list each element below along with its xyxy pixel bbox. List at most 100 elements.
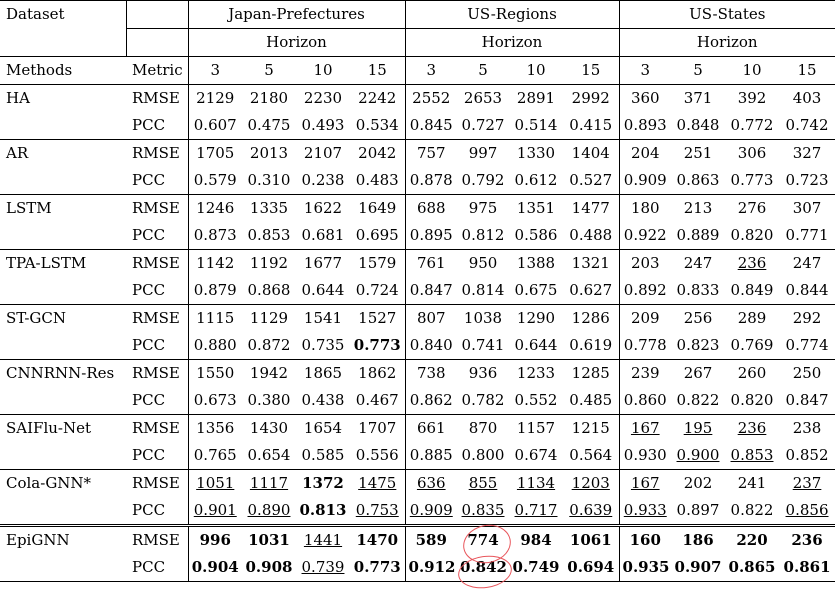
value-text: 1285	[571, 364, 610, 382]
value-cell: 1677	[296, 250, 350, 278]
value-cell: 636	[405, 470, 457, 498]
table-row: ST-GCN RMSE 1115 1129 1541 1527 807 1038 1290 128…	[0, 304, 835, 333]
metric-name: PCC	[126, 167, 189, 195]
value-cell: 0.742	[779, 112, 835, 140]
table-row: PCC 0.673 0.380 0.438 0.467 0.862 0.782 0.552 0.…	[0, 387, 835, 415]
value-text: 870	[468, 419, 498, 437]
horizon-header-cell: 15	[350, 56, 406, 85]
value-text: 0.735	[301, 336, 345, 354]
value-cell: 0.741	[457, 332, 510, 360]
value-cell: 0.880	[188, 332, 242, 360]
value-text: 0.774	[785, 336, 829, 354]
value-cell: 0.845	[405, 112, 458, 140]
value-cell: 2653	[457, 85, 509, 113]
value-cell: 1038	[457, 305, 509, 333]
value-text: 0.310	[247, 171, 291, 189]
value-cell: 0.868	[242, 277, 296, 305]
value-cell: 1286	[563, 304, 620, 332]
table-row: PCC 0.904 0.908 0.739 0.773 0.912 0.842 0.749 0.…	[0, 554, 835, 582]
value-cell: 1477	[563, 194, 620, 222]
value-text: 0.556	[355, 446, 399, 464]
value-text: 0.585	[301, 446, 345, 464]
metric-name: RMSE	[126, 249, 189, 277]
value-cell: 1550	[188, 360, 242, 388]
value-cell: 236	[725, 415, 779, 443]
value-text: 1215	[571, 419, 610, 437]
value-cell: 0.820	[725, 222, 780, 250]
table-row: SAIFlu-Net RMSE 1356 1430 1654 1707 661 870 1157…	[0, 414, 835, 443]
value-cell: 1475	[350, 469, 406, 497]
value-cell: 209	[619, 305, 671, 333]
value-cell: 0.912	[405, 554, 458, 582]
value-cell: 761	[405, 250, 457, 278]
value-cell: 0.695	[350, 222, 406, 250]
value-text: 0.612	[514, 171, 558, 189]
value-cell: 186	[671, 524, 726, 554]
value-cell: 360	[619, 85, 671, 113]
methods-header: Methods	[0, 56, 126, 85]
value-text: 0.909	[409, 501, 453, 519]
value-text: 0.644	[301, 281, 345, 299]
value-text: 1541	[303, 309, 343, 327]
value-text: 0.727	[461, 116, 505, 134]
value-cell: 0.724	[350, 277, 406, 305]
value-cell: 1290	[509, 305, 563, 333]
value-text: 0.773	[353, 558, 401, 576]
value-text: 661	[416, 419, 446, 437]
value-text: 0.872	[247, 336, 291, 354]
value-cell: 0.847	[405, 277, 458, 305]
value-cell: 0.723	[779, 167, 835, 195]
value-cell: 0.735	[296, 332, 350, 360]
value-text: 1550	[196, 364, 235, 382]
value-text: 1527	[358, 309, 397, 327]
value-cell: 195	[671, 415, 725, 443]
value-text: 0.675	[514, 281, 558, 299]
value-cell: 1192	[242, 250, 296, 278]
value-text: 247	[683, 254, 713, 272]
value-text: 589	[415, 531, 447, 549]
value-cell: 2180	[242, 85, 296, 113]
value-cell: 1335	[242, 195, 296, 223]
method-name: HA	[6, 89, 30, 107]
horizon-header-cell: 15	[779, 56, 835, 85]
value-cell: 0.415	[563, 112, 620, 140]
value-cell: 239	[619, 360, 671, 388]
value-text: 0.890	[247, 501, 291, 519]
value-text: 202	[683, 474, 713, 492]
value-cell: 0.238	[296, 167, 350, 195]
value-text: 0.860	[623, 391, 667, 409]
value-cell: 403	[779, 85, 835, 113]
value-cell: 997	[457, 140, 509, 168]
value-cell: 167	[619, 415, 671, 443]
value-text: 260	[737, 364, 767, 382]
value-cell: 0.552	[509, 387, 564, 415]
metric-name: RMSE	[126, 469, 189, 497]
value-cell: 1527	[350, 304, 406, 332]
table-row: LSTM RMSE 1246 1335 1622 1649 688 975 1351 1477 18…	[0, 194, 835, 223]
value-text: 0.749	[512, 558, 560, 576]
value-text: 2891	[516, 89, 556, 107]
value-cell: 1142	[188, 250, 242, 278]
value-cell: 0.860	[619, 387, 672, 415]
value-cell: 236	[779, 524, 835, 554]
value-text: 0.493	[301, 116, 345, 134]
value-text: 0.865	[728, 558, 776, 576]
value-text: 0.822	[676, 391, 720, 409]
table-row: EpiGNN RMSE 996 1031 1441 1470 589 774 984 1061 16…	[0, 524, 835, 554]
horizon-header-cell: 3	[188, 56, 242, 85]
metric-header: Metric	[126, 56, 189, 85]
value-text: 0.771	[785, 226, 829, 244]
value-text: 0.741	[461, 336, 505, 354]
value-text: 392	[737, 89, 767, 107]
value-cell: 292	[779, 305, 835, 333]
value-cell: 289	[725, 305, 779, 333]
value-cell: 1215	[563, 414, 620, 442]
value-text: 0.627	[569, 281, 613, 299]
value-cell: 276	[725, 195, 779, 223]
value-text: 1290	[516, 309, 556, 327]
metric-name: RMSE	[126, 414, 189, 442]
horizon-header-cell: 5	[457, 56, 510, 85]
value-text: 256	[683, 309, 713, 327]
value-text: 289	[737, 309, 767, 327]
horizon-header-cell: 10	[725, 56, 780, 85]
